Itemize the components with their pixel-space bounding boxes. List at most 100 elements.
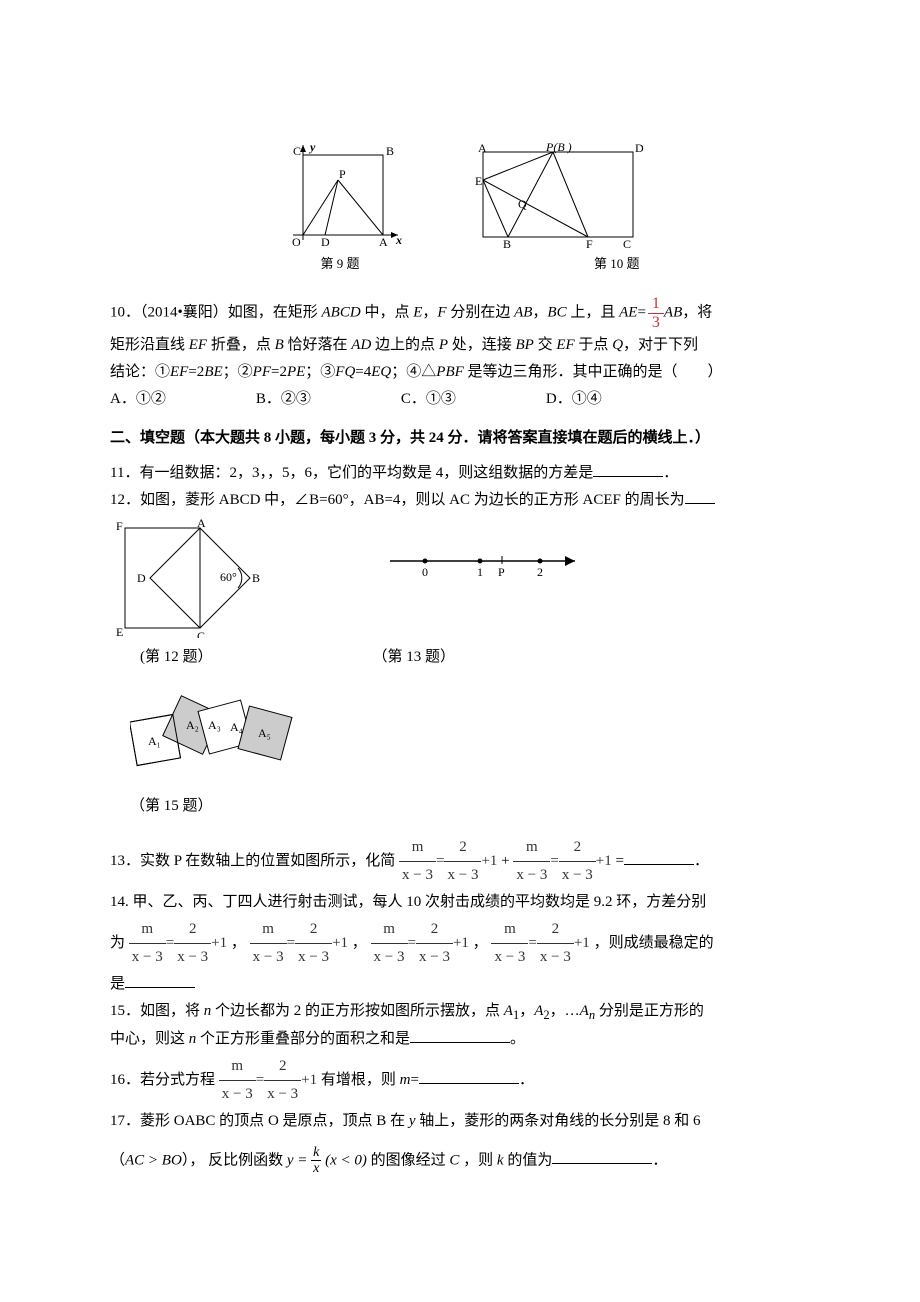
t: 11．有一组数据：2，3，，5，6，它们的平均数是 4，则这组数据的方差是 — [110, 465, 593, 481]
eq-expr: mx − 3=2x − 3+1 — [491, 916, 589, 971]
figure-9-caption: 第 9 题 — [320, 252, 359, 275]
q14-line1: 14. 甲、乙、丙、丁四人进行射击测试，每人 10 次射击成绩的平均数均是 9.… — [110, 889, 810, 916]
t: x − 3 — [444, 862, 481, 889]
t: m — [491, 916, 528, 944]
svg-text:2: 2 — [537, 565, 543, 579]
t: ， — [532, 305, 547, 321]
t: m — [129, 916, 166, 944]
q10-options: A．①② B．②③ C．①③ D．①④ — [110, 386, 810, 413]
t: ． — [652, 1152, 667, 1168]
t: 矩形沿直线 — [110, 337, 189, 353]
t: x − 3 — [416, 944, 453, 971]
t: x − 3 — [295, 944, 332, 971]
t: 为 — [110, 935, 125, 951]
blank — [552, 1149, 652, 1164]
t: 2 — [537, 916, 574, 944]
t: 。 — [510, 1031, 525, 1047]
svg-text:O: O — [292, 235, 301, 249]
t: 分别是正方形的 — [595, 1003, 704, 1019]
figure-9-svg: C B P O D A y x — [273, 140, 408, 250]
svg-text:B: B — [386, 144, 394, 158]
t: 在 — [386, 1113, 409, 1129]
t: ． — [694, 853, 709, 869]
svg-text:C: C — [197, 629, 205, 638]
q15-line2: 中心，则这 n 个正方形重叠部分的面积之和是。 — [110, 1026, 810, 1053]
t: (x < 0) — [325, 1152, 367, 1168]
t: 2 — [416, 916, 453, 944]
figure-10-caption: 第 10 题 — [594, 252, 640, 275]
svg-text:A₁: A₁ — [148, 734, 161, 748]
t: x − 3 — [129, 944, 166, 971]
blank — [419, 1069, 519, 1084]
svg-text:A₂: A₂ — [186, 718, 199, 732]
q17-line1: 17．菱形 OABC 的顶点 O 是原点，顶点 B 在 y 轴上，菱形的两条对角… — [110, 1108, 810, 1135]
t: 的值为 — [504, 1152, 553, 1168]
svg-text:P(B ): P(B ) — [545, 140, 572, 154]
t: EF — [170, 364, 188, 380]
t: 有增根，则 — [321, 1072, 400, 1088]
blank — [125, 973, 195, 988]
svg-text:P: P — [498, 565, 505, 579]
svg-text:C: C — [623, 237, 631, 250]
section-2-title: 二、填空题（本大题共 8 小题，每小题 3 分，共 24 分．请将答案直接填在题… — [110, 425, 810, 452]
t: PBF — [436, 364, 464, 380]
q10-line3: 结论：①EF=2BE；②PF=2PE；③FQ=4EQ；④△PBF 是等边三角形．… — [110, 359, 810, 386]
t: 17．菱形 OABC 的顶点 — [110, 1113, 268, 1129]
t: = — [616, 853, 624, 869]
t: m — [399, 834, 436, 862]
figure-15-svg: A₁ A₂ A₃ A₄ A₅ — [130, 685, 310, 775]
svg-text:C: C — [293, 144, 301, 158]
q10-frac: 13 — [648, 295, 664, 331]
t: 个边长都为 2 的正方形按如图所示摆放，点 — [211, 1003, 504, 1019]
q12: 12．如图，菱形 ABCD 中，∠B=60°，AB=4，则以 AC 为边长的正方… — [110, 487, 810, 514]
t: B — [376, 1113, 386, 1129]
t: 处，连接 — [448, 337, 516, 353]
t: BC — [547, 305, 566, 321]
eq-expr: mx − 3=2x − 3+1 — [219, 1053, 317, 1108]
svg-text:F: F — [116, 519, 123, 533]
t: PF — [253, 364, 271, 380]
t: 2 — [264, 1053, 301, 1081]
t: P — [439, 337, 448, 353]
t: ）， 反比例函数 — [182, 1152, 287, 1168]
t: y = — [287, 1152, 308, 1168]
t: +1 — [332, 935, 348, 951]
t: ，则成绩最稳定的 — [594, 935, 714, 951]
t: 轴上，菱形的两条对角线的长分别是 8 和 6 — [416, 1113, 701, 1129]
opt-c: C．①③ — [401, 386, 456, 413]
t: y — [409, 1113, 416, 1129]
t: 中心，则这 — [110, 1031, 189, 1047]
t: ；③ — [305, 364, 335, 380]
t: 交 — [534, 337, 557, 353]
t: AE — [619, 305, 637, 321]
t: m — [219, 1053, 256, 1081]
t: AD — [351, 337, 371, 353]
svg-text:F: F — [586, 237, 593, 250]
t: ，… — [550, 1003, 580, 1019]
blank — [593, 462, 663, 477]
t: 边上的点 — [371, 337, 439, 353]
figure-9: C B P O D A y x 第 9 题 — [273, 140, 408, 275]
svg-text:A: A — [478, 141, 487, 155]
svg-text:A: A — [197, 518, 206, 530]
t: =2 — [271, 364, 287, 380]
q10-abcd: ABCD — [322, 305, 361, 321]
t: +1 — [453, 935, 469, 951]
blank — [685, 489, 715, 504]
opt-d: D．①④ — [546, 386, 602, 413]
frac-kx: kx — [311, 1145, 321, 1177]
eq-expr: mx − 3=2x − 3+1 — [250, 916, 348, 971]
t: ，则 — [459, 1152, 497, 1168]
t: x − 3 — [264, 1081, 301, 1108]
t: A — [504, 1003, 513, 1019]
t: 13．实数 P 在数轴上的位置如图所示，化简 — [110, 853, 395, 869]
svg-text:P: P — [339, 167, 346, 181]
figure-10-svg: A P(B ) D E B F C Q — [468, 140, 648, 250]
q10-line1: 10．（2014•襄阳）如图，在矩形 ABCD 中，点 E，F 分别在边 AB，… — [110, 295, 810, 331]
eq-expr: mx − 3=2x − 3+1 — [513, 834, 611, 889]
t: = — [637, 305, 645, 321]
t: ，将 — [682, 305, 712, 321]
q17-line2: （AC > BO）， 反比例函数 y = kx (x < 0) 的图像经过 C … — [110, 1145, 810, 1177]
t: ． — [663, 465, 678, 481]
t: ， — [519, 1003, 534, 1019]
